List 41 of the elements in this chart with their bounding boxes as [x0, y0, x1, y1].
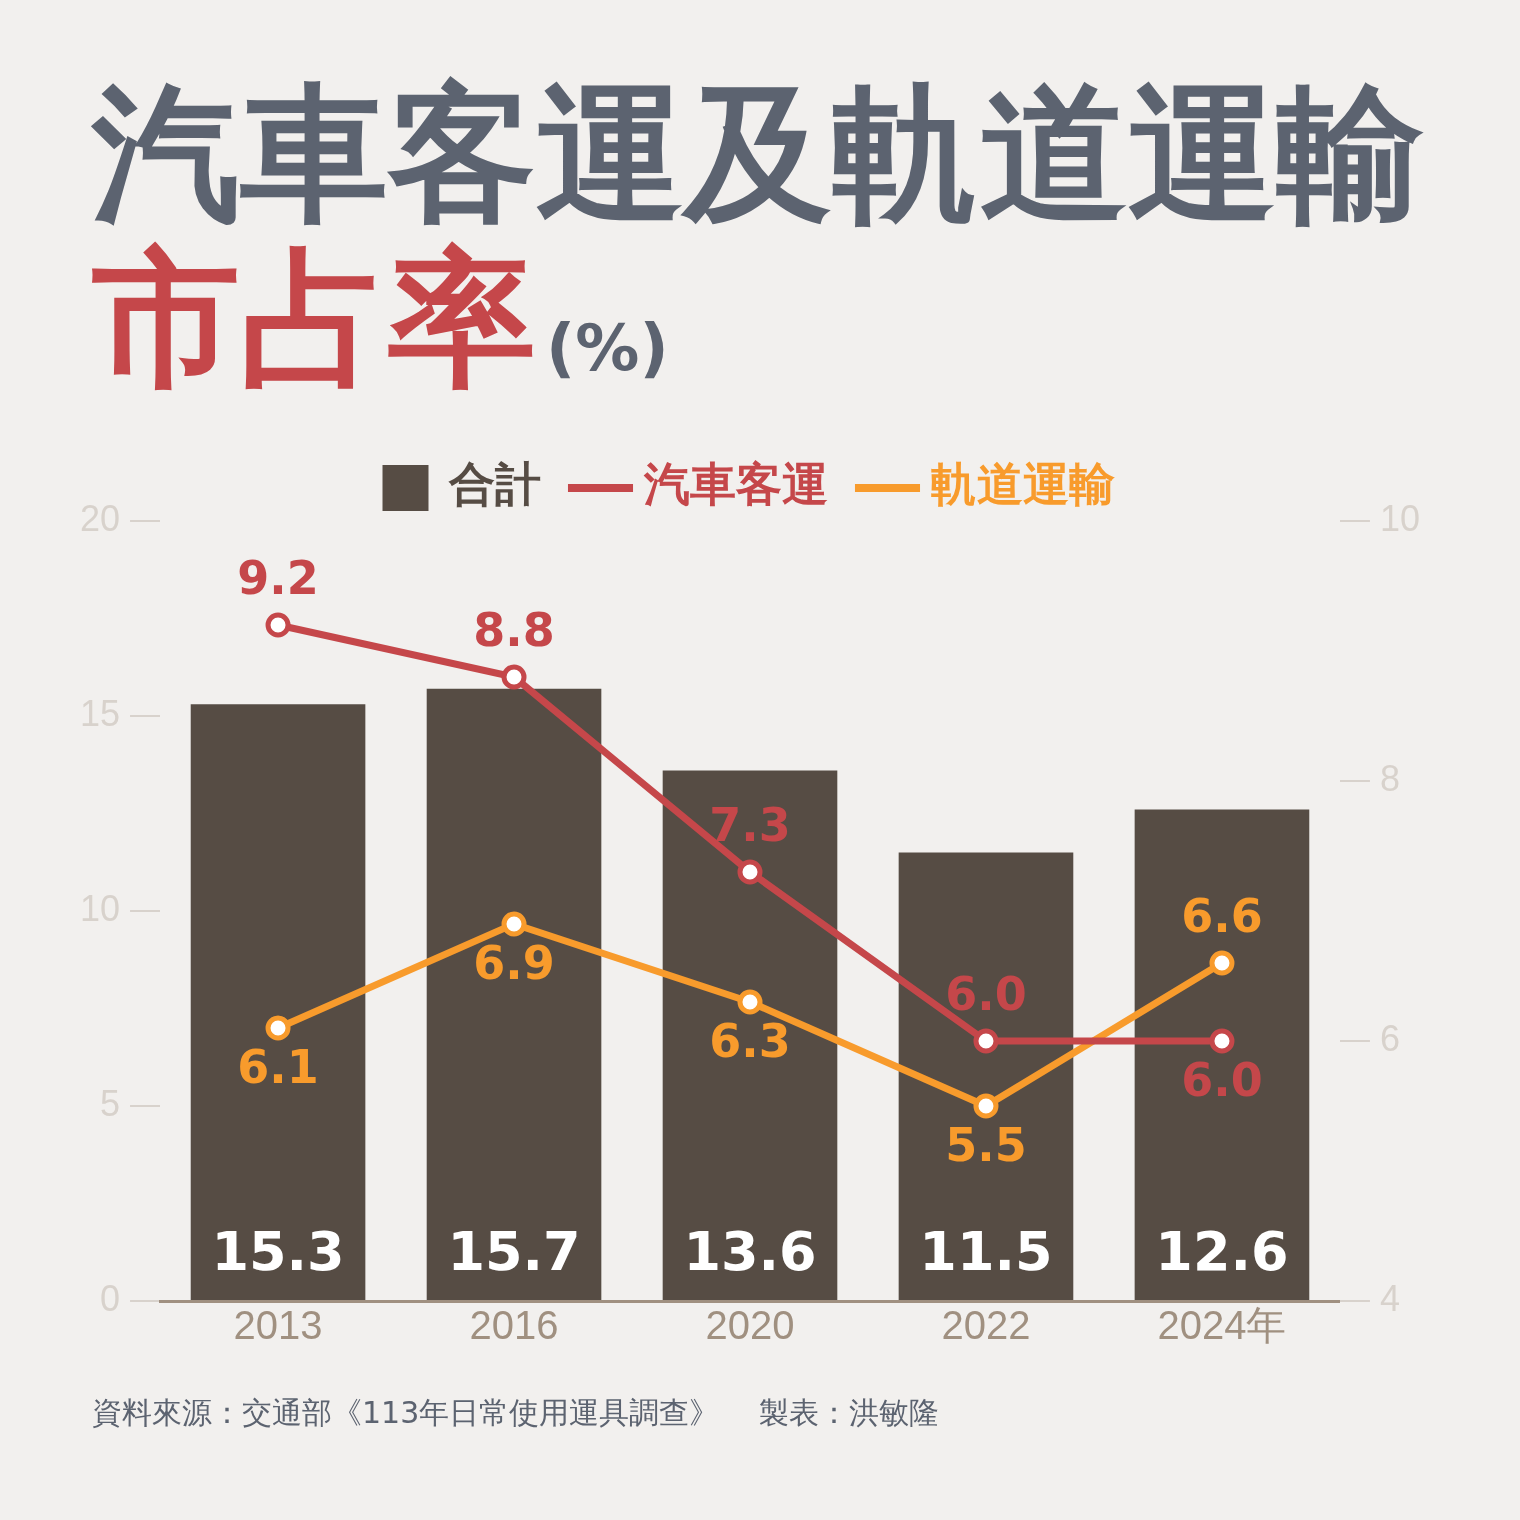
- data-label: 15.7: [447, 1220, 581, 1284]
- text: 製表：洪敏隆: [759, 1395, 940, 1430]
- source-note: 資料來源：交通部《113年日常使用運具調查》: [92, 1395, 720, 1430]
- point: [973, 1028, 999, 1054]
- y-axis-title: (%): [546, 311, 669, 385]
- legend-label: 汽車客運: [642, 456, 828, 511]
- x-tick-label: 2022: [941, 1303, 1031, 1348]
- point: [1209, 1028, 1235, 1054]
- data-label: 6.9: [473, 935, 555, 990]
- point: [265, 612, 291, 638]
- x-tick-label: 2024年: [1157, 1303, 1287, 1348]
- bar: [1134, 809, 1310, 1300]
- bar: [662, 770, 838, 1300]
- data-label: 6.1: [237, 1039, 319, 1094]
- point: [737, 989, 763, 1015]
- point: [737, 859, 763, 885]
- data-label: 12.6: [1155, 1220, 1289, 1284]
- data-label: 7.3: [709, 797, 791, 852]
- data-label: 15.3: [211, 1220, 345, 1284]
- data-label: 5.5: [945, 1117, 1027, 1172]
- data-label: 6.0: [945, 966, 1027, 1021]
- x-tick-label: 2020: [705, 1303, 795, 1348]
- x-tick-label: 2016: [469, 1303, 559, 1348]
- bar: [426, 688, 602, 1300]
- data-label: 6.6: [1181, 888, 1263, 943]
- data-label: 13.6: [683, 1220, 817, 1284]
- data-label: 11.5: [919, 1220, 1053, 1284]
- data-label: 8.8: [473, 602, 555, 657]
- point: [973, 1093, 999, 1119]
- legend-label: 軌道運輸: [930, 456, 1115, 511]
- data-label: 6.0: [1181, 1052, 1263, 1107]
- bar: [898, 852, 1074, 1300]
- data-label: 6.3: [709, 1013, 791, 1068]
- point: [1209, 950, 1235, 976]
- data-label: 9.2: [237, 550, 319, 605]
- point: [501, 664, 527, 690]
- x-tick-label: 2013: [233, 1303, 323, 1348]
- point: [265, 1015, 291, 1041]
- bar: [190, 704, 366, 1300]
- legend-label: 合計: [447, 456, 541, 511]
- point: [501, 911, 527, 937]
